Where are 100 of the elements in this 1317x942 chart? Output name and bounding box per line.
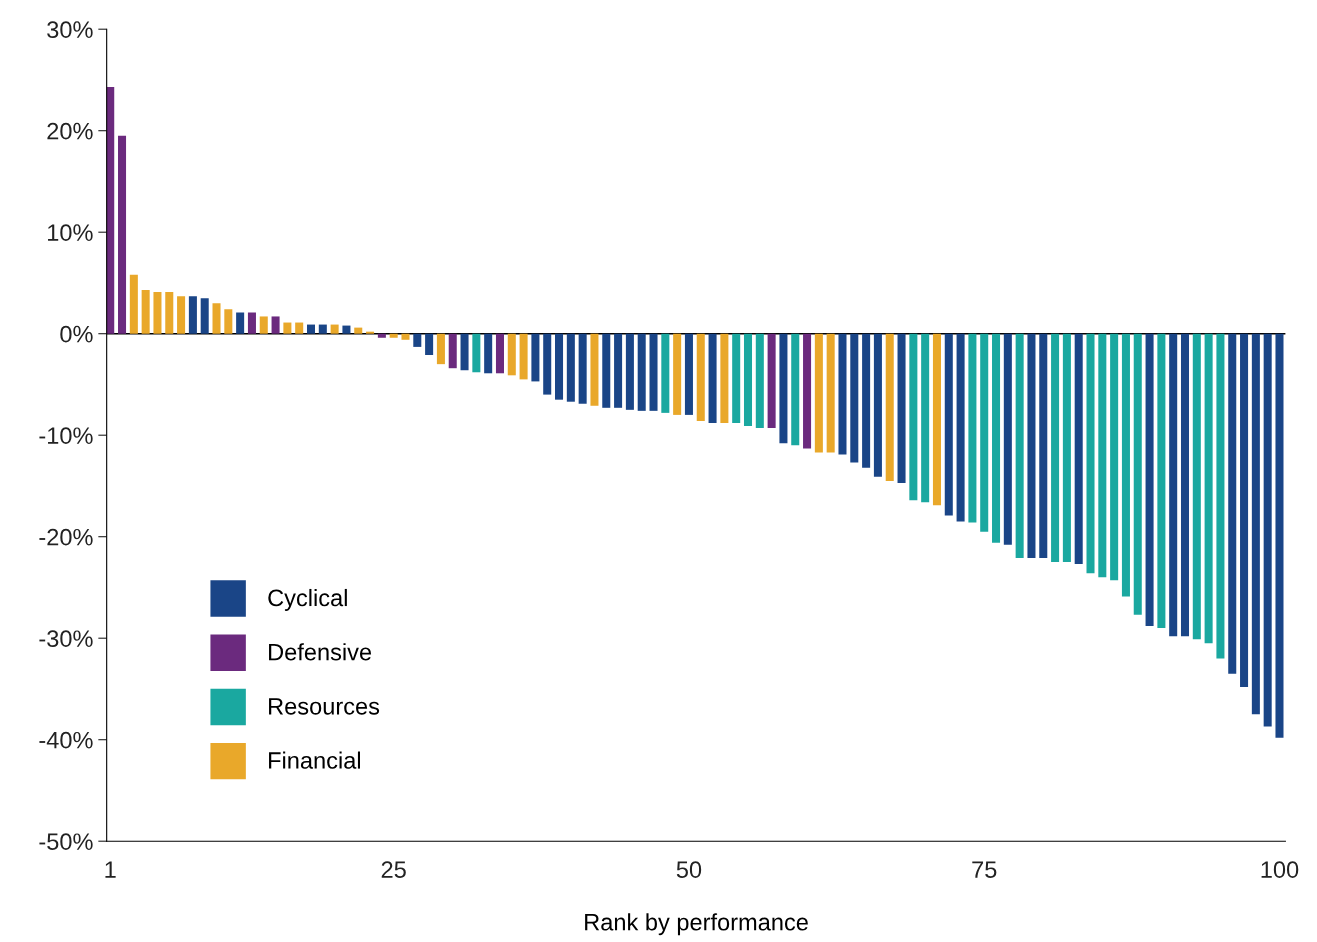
- bar: [1074, 333, 1083, 565]
- bar: [968, 333, 977, 523]
- bar: [885, 333, 894, 481]
- bar: [767, 333, 776, 429]
- legend-label: Cyclical: [268, 588, 347, 611]
- bar: [779, 333, 788, 444]
- bar: [649, 333, 658, 411]
- bar: [1169, 333, 1178, 637]
- bar: [448, 333, 457, 369]
- bar: [1133, 333, 1142, 615]
- bar: [177, 296, 186, 334]
- bar: [472, 333, 481, 373]
- bar: [1015, 333, 1024, 559]
- y-tick-label: -10%: [39, 427, 93, 444]
- bar: [366, 331, 375, 334]
- bar: [838, 333, 847, 455]
- bar: [873, 333, 882, 477]
- bar: [791, 333, 800, 446]
- bar: [708, 333, 717, 424]
- bar: [200, 298, 209, 334]
- bar: [1251, 333, 1260, 715]
- bar: [625, 333, 634, 410]
- bar: [306, 324, 316, 334]
- x-axis-title: Rank by performance: [585, 913, 808, 936]
- bar: [661, 333, 670, 413]
- bar: [720, 333, 729, 424]
- bar: [118, 135, 127, 334]
- bar: [188, 296, 197, 334]
- bar: [413, 333, 422, 347]
- bar: [944, 333, 953, 516]
- bar: [141, 290, 150, 334]
- bar: [165, 292, 174, 334]
- bar: [1039, 333, 1048, 559]
- bar: [826, 333, 835, 453]
- bar: [614, 333, 623, 408]
- bar: [637, 333, 646, 411]
- bar: [732, 333, 741, 424]
- bar: [283, 322, 292, 334]
- bar: [1145, 333, 1154, 627]
- bar: [909, 333, 918, 501]
- bar: [1121, 333, 1130, 597]
- bar: [696, 333, 705, 421]
- bar: [684, 333, 693, 415]
- x-tick-label: 25: [381, 861, 406, 878]
- bar: [1062, 333, 1071, 563]
- bar: [342, 325, 351, 334]
- bar: [1180, 333, 1190, 637]
- bar: [106, 87, 115, 334]
- bar: [1263, 333, 1272, 727]
- y-tick-label: 20%: [47, 122, 93, 140]
- bar: [1157, 333, 1166, 629]
- bar: [862, 333, 871, 468]
- bar: [814, 333, 823, 453]
- bar: [436, 333, 445, 365]
- bar: [425, 333, 434, 356]
- bar: [1051, 333, 1060, 563]
- bar: [259, 316, 268, 334]
- bar: [1204, 333, 1213, 644]
- bar: [495, 333, 504, 374]
- bar: [578, 333, 587, 404]
- bar: [507, 333, 516, 376]
- bar: [1098, 333, 1107, 578]
- bar: [1192, 333, 1201, 640]
- bar: [1110, 333, 1119, 581]
- bar: [377, 333, 386, 338]
- bar: [330, 324, 339, 334]
- bar: [956, 333, 965, 522]
- bar: [401, 333, 410, 340]
- bar: [318, 324, 327, 334]
- x-tick-label: 1: [105, 861, 116, 878]
- y-tick-label: -20%: [39, 528, 93, 546]
- bar: [153, 292, 162, 334]
- bar: [992, 333, 1001, 543]
- bar: [519, 333, 528, 380]
- bar: [1216, 333, 1225, 659]
- bar: [1228, 333, 1237, 674]
- y-tick-label: 10%: [48, 224, 93, 241]
- bar: [566, 333, 575, 402]
- y-tick-label: -40%: [39, 731, 93, 749]
- bar: [129, 274, 138, 334]
- bar: [295, 322, 304, 334]
- bar: [236, 312, 245, 334]
- bar: [921, 333, 930, 503]
- y-tick-label: 30%: [47, 21, 93, 38]
- bar: [389, 333, 398, 338]
- x-tick-label: 75: [972, 861, 997, 878]
- bar: [755, 333, 764, 429]
- bar: [743, 333, 753, 427]
- bar: [460, 333, 469, 371]
- bar: [555, 333, 564, 400]
- y-tick-label: -30%: [39, 630, 93, 647]
- bar: [212, 303, 221, 334]
- x-tick-label: 100: [1261, 861, 1299, 878]
- bar: [1086, 333, 1095, 574]
- bar: [543, 333, 552, 395]
- bar: [590, 333, 599, 406]
- legend-label: Financial: [269, 751, 361, 769]
- bar: [803, 333, 812, 449]
- bar: [602, 333, 611, 408]
- legend-label: Resources: [269, 698, 380, 715]
